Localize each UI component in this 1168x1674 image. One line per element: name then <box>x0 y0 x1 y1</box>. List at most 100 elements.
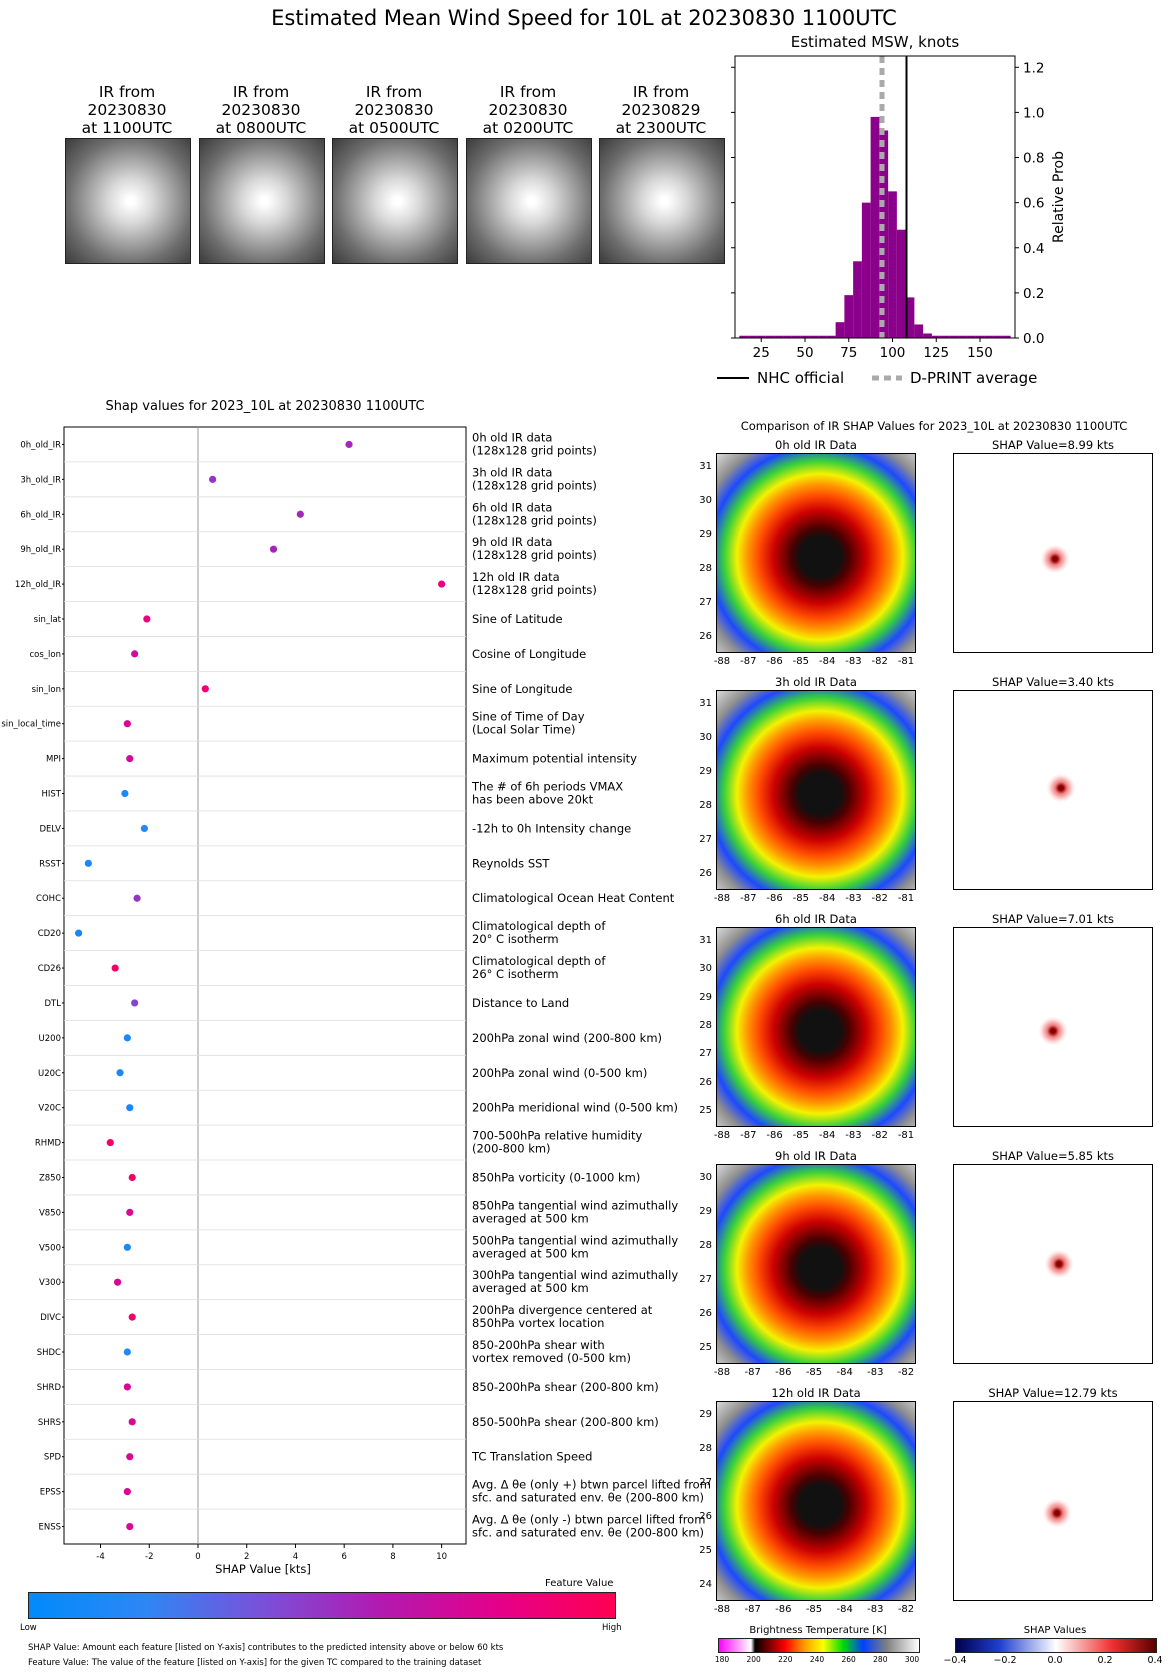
histogram-bar <box>756 335 766 338</box>
histogram-bar <box>783 335 792 338</box>
shap-point <box>345 440 353 449</box>
ir-thumbnail-image <box>466 138 592 264</box>
map-x-tick-label: -82 <box>871 893 888 904</box>
shap-point <box>131 999 139 1007</box>
shap-colorbar-title: SHAP Values <box>1023 1625 1087 1636</box>
map-x-tick-label: -84 <box>818 1130 836 1141</box>
map-y-tick-label: 27 <box>699 1048 712 1060</box>
shap-point <box>126 1208 134 1216</box>
feature-description: averaged at 500 km <box>472 1281 589 1295</box>
feature-description: Sine of Time of Day <box>472 710 585 724</box>
bt-colorbar-tick: 260 <box>841 1655 856 1664</box>
ir-brightness-map <box>716 1164 916 1364</box>
map-x-tick-label: -88 <box>713 1130 731 1141</box>
shap-point <box>111 964 119 972</box>
map-y-tick-label: 31 <box>699 698 712 709</box>
ir-panel-title: 9h old IR Data <box>775 1149 857 1163</box>
thumbnail-label-line: IR from <box>632 83 690 101</box>
histogram-bar <box>774 335 784 338</box>
x-tick-label: 25 <box>753 345 770 361</box>
feature-description: Cosine of Longitude <box>472 647 586 661</box>
shap-point <box>123 1243 131 1251</box>
feature-description: Sine of Latitude <box>472 612 563 626</box>
map-x-tick-label: -85 <box>792 656 810 667</box>
shap-point <box>121 789 129 798</box>
thumbnail-label-line: at 0800UTC <box>215 119 307 137</box>
feature-description: averaged at 500 km <box>472 1246 589 1260</box>
feature-description: 850-500hPa shear (200-800 km) <box>472 1415 659 1429</box>
feature-name: U200 <box>39 1034 61 1044</box>
shap-hotspot <box>1040 544 1069 573</box>
feature-colorbar-title: Feature Value <box>545 1578 614 1589</box>
shap-panel-title: SHAP Value=7.01 kts <box>991 912 1115 926</box>
ir-comparison-title: Comparison of IR SHAP Values for 2023_10… <box>740 419 1128 433</box>
thumbnail-label: IR from 20230830 at 0800UTC <box>191 83 331 137</box>
feature-name: EPSS <box>40 1488 61 1498</box>
feature-name: 0h_old_IR <box>20 440 61 450</box>
shap-point <box>128 1418 136 1426</box>
thumbnail-label-line: 20230830 <box>87 101 167 119</box>
ir-panel-title: 6h old IR Data <box>775 912 857 926</box>
map-x-tick-label: -88 <box>713 893 731 904</box>
histogram-title: Estimated MSW, knots <box>791 33 960 51</box>
shap-panel-title: SHAP Value=8.99 kts <box>991 438 1115 452</box>
map-y-tick-label: 26 <box>699 1308 712 1319</box>
histogram-bar <box>931 335 941 338</box>
ir-thumbnail-image <box>199 138 325 264</box>
shap-panel-title: SHAP Value=12.79 kts <box>988 1386 1118 1400</box>
shap-point <box>116 1069 124 1077</box>
y-tick-label: 0.8 <box>1023 151 1044 167</box>
histogram-bar <box>826 335 836 338</box>
shap-point <box>438 580 446 588</box>
thumbnail-label-line: at 0500UTC <box>348 119 440 137</box>
shap-point <box>123 1348 131 1356</box>
feature-name: RSST <box>39 859 62 869</box>
feature-name: V500 <box>39 1243 61 1253</box>
map-x-tick-label: -81 <box>897 656 915 667</box>
feature-name: DELV <box>39 824 61 834</box>
thumbnail-label: IR from 20230830 at 1100UTC <box>57 83 197 137</box>
shap-hotspot <box>1039 1016 1067 1045</box>
ir-thumbnail-image <box>65 138 191 264</box>
shap-colorbar-tick: −0.4 <box>943 1655 967 1666</box>
histogram-bar <box>739 335 749 338</box>
shap-colorbar-tick: 0.4 <box>1147 1655 1163 1666</box>
bt-colorbar-tick: 180 <box>714 1655 730 1664</box>
feature-description: 200hPa divergence centered at <box>472 1303 653 1317</box>
feature-colorbar <box>28 1592 616 1619</box>
thumbnail-label-line: at 1100UTC <box>81 119 173 137</box>
histogram-bar <box>966 335 976 338</box>
feature-name: V20C <box>38 1104 61 1114</box>
map-x-tick-label: -85 <box>792 1130 810 1141</box>
feature-name: sin_local_time <box>1 720 61 730</box>
feature-description: Maximum potential intensity <box>472 752 637 766</box>
thumbnail-label: IR from 20230830 at 0200UTC <box>458 83 598 137</box>
shap-colorbar <box>955 1638 1157 1653</box>
shap-chart-title: Shap values for 2023_10L at 20230830 110… <box>105 399 424 414</box>
feature-description: has been above 20kt <box>472 793 594 807</box>
y-tick-label: 1.0 <box>1023 105 1044 121</box>
map-x-tick-label: -84 <box>836 1604 853 1615</box>
feature-name: HIST <box>42 790 62 800</box>
feature-description: 850-200hPa shear (200-800 km) <box>472 1380 659 1394</box>
x-tick-label: -2 <box>145 1552 153 1562</box>
thumbnail-label-line: 20230830 <box>354 101 434 119</box>
map-x-tick-label: -88 <box>713 1604 731 1615</box>
x-tick-label: 0 <box>195 1552 200 1562</box>
y-tick-label: 0.4 <box>1023 241 1044 257</box>
ir-brightness-map <box>716 690 916 890</box>
feature-description: (128x128 grid points) <box>472 583 597 597</box>
shap-panel-title: SHAP Value=3.40 kts <box>991 675 1115 689</box>
feature-description: Climatological depth of <box>472 954 606 968</box>
shap-point <box>84 859 92 867</box>
thumbnail-label-line: IR from <box>98 83 156 101</box>
shap-point <box>201 685 209 693</box>
bt-colorbar-title: Brightness Temperature [K] <box>749 1625 887 1636</box>
map-y-tick-label: 30 <box>699 1172 712 1183</box>
thumbnail-label-line: at 2300UTC <box>615 119 707 137</box>
shap-point <box>123 720 131 728</box>
ir-brightness-map <box>716 453 916 653</box>
thumbnail-label-line: IR from <box>499 83 557 101</box>
histogram-bar <box>914 324 924 338</box>
map-x-tick-label: -85 <box>792 893 810 904</box>
